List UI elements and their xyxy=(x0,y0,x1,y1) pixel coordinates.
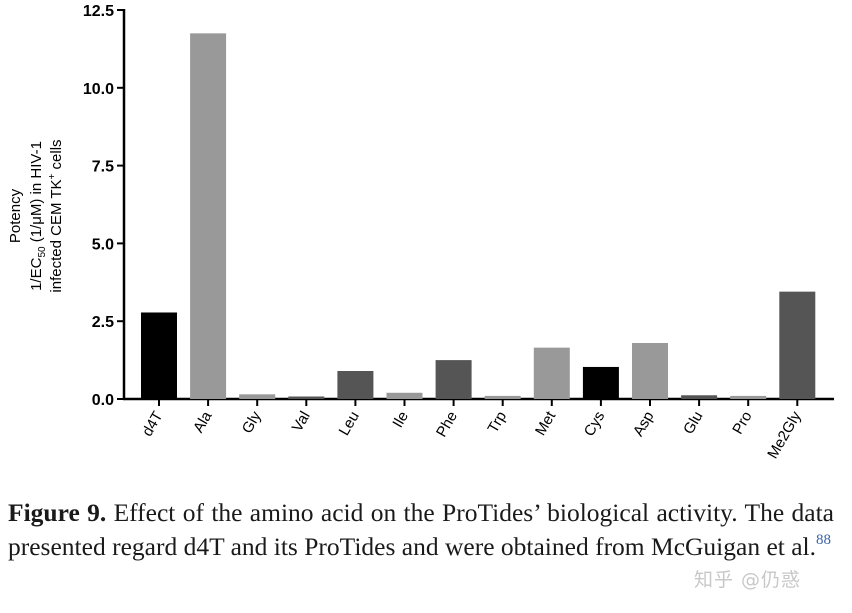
y-tick-label: 2.5 xyxy=(92,314,114,331)
bar-gly xyxy=(239,394,276,399)
y-tick-label: 5.0 xyxy=(92,236,114,253)
bar-pro xyxy=(730,395,767,399)
bar-asp xyxy=(632,342,668,399)
bar-me2gly xyxy=(779,291,816,399)
bar-glu xyxy=(681,395,718,399)
axes xyxy=(122,9,834,401)
bars xyxy=(141,33,816,400)
bar-d4t xyxy=(141,312,177,399)
x-tick-label: Cys xyxy=(581,409,609,440)
y-axis-label-line2: 1/EC50 (1/μM) in HIV-1 xyxy=(28,141,48,291)
x-tick-label: Gly xyxy=(239,408,265,436)
x-ticks: d4T Ala Gly Val Leu Ile Phe Trp Met Cys Asp Glu Pro M… xyxy=(139,399,805,462)
y-tick-label: 10.0 xyxy=(83,81,114,98)
bar-val xyxy=(288,396,325,399)
bar-cys xyxy=(582,366,619,399)
y-tick-label: 0.0 xyxy=(92,392,114,409)
bar-chart: Potency 1/EC50 (1/μM) in HIV-1 infected … xyxy=(7,3,834,462)
x-tick-label: Ile xyxy=(389,409,412,431)
bar-ala xyxy=(190,33,227,400)
x-tick-label: d4T xyxy=(139,409,167,440)
figure-caption: Figure 9. Effect of the amino acid on th… xyxy=(8,496,834,564)
x-tick-label: Leu xyxy=(336,409,363,439)
x-tick-label: Met xyxy=(532,408,560,439)
y-axis-label-line1: Potency xyxy=(7,188,24,243)
y-ticks: 0.0 2.5 5.0 7.5 10.0 12.5 xyxy=(83,3,124,409)
x-tick-label: Phe xyxy=(433,409,461,441)
x-tick-label: Pro xyxy=(729,409,755,438)
y-tick-label: 12.5 xyxy=(83,3,114,20)
bar-ile xyxy=(386,392,423,399)
y-axis-label-line3: infected CEM TK+ cells xyxy=(47,139,65,292)
bar-leu xyxy=(337,370,374,399)
caption-reference: 88 xyxy=(816,532,832,548)
bar-phe xyxy=(435,360,472,399)
bar-met xyxy=(533,347,570,399)
y-axis-label: Potency 1/EC50 (1/μM) in HIV-1 infected … xyxy=(7,139,65,292)
y-tick-label: 7.5 xyxy=(92,159,114,176)
caption-text: Effect of the amino acid on the ProTides… xyxy=(8,498,834,561)
x-tick-label: Asp xyxy=(630,409,658,440)
x-tick-label: Glu xyxy=(680,409,706,438)
x-tick-label: Val xyxy=(289,409,314,435)
watermark: 知乎 @仍惑 xyxy=(694,569,802,591)
x-tick-label: Trp xyxy=(484,409,510,437)
x-tick-label: Me2Gly xyxy=(764,408,805,462)
caption-label: Figure 9. xyxy=(8,498,107,527)
bar-trp xyxy=(484,395,521,399)
x-tick-label: Ala xyxy=(190,408,216,436)
